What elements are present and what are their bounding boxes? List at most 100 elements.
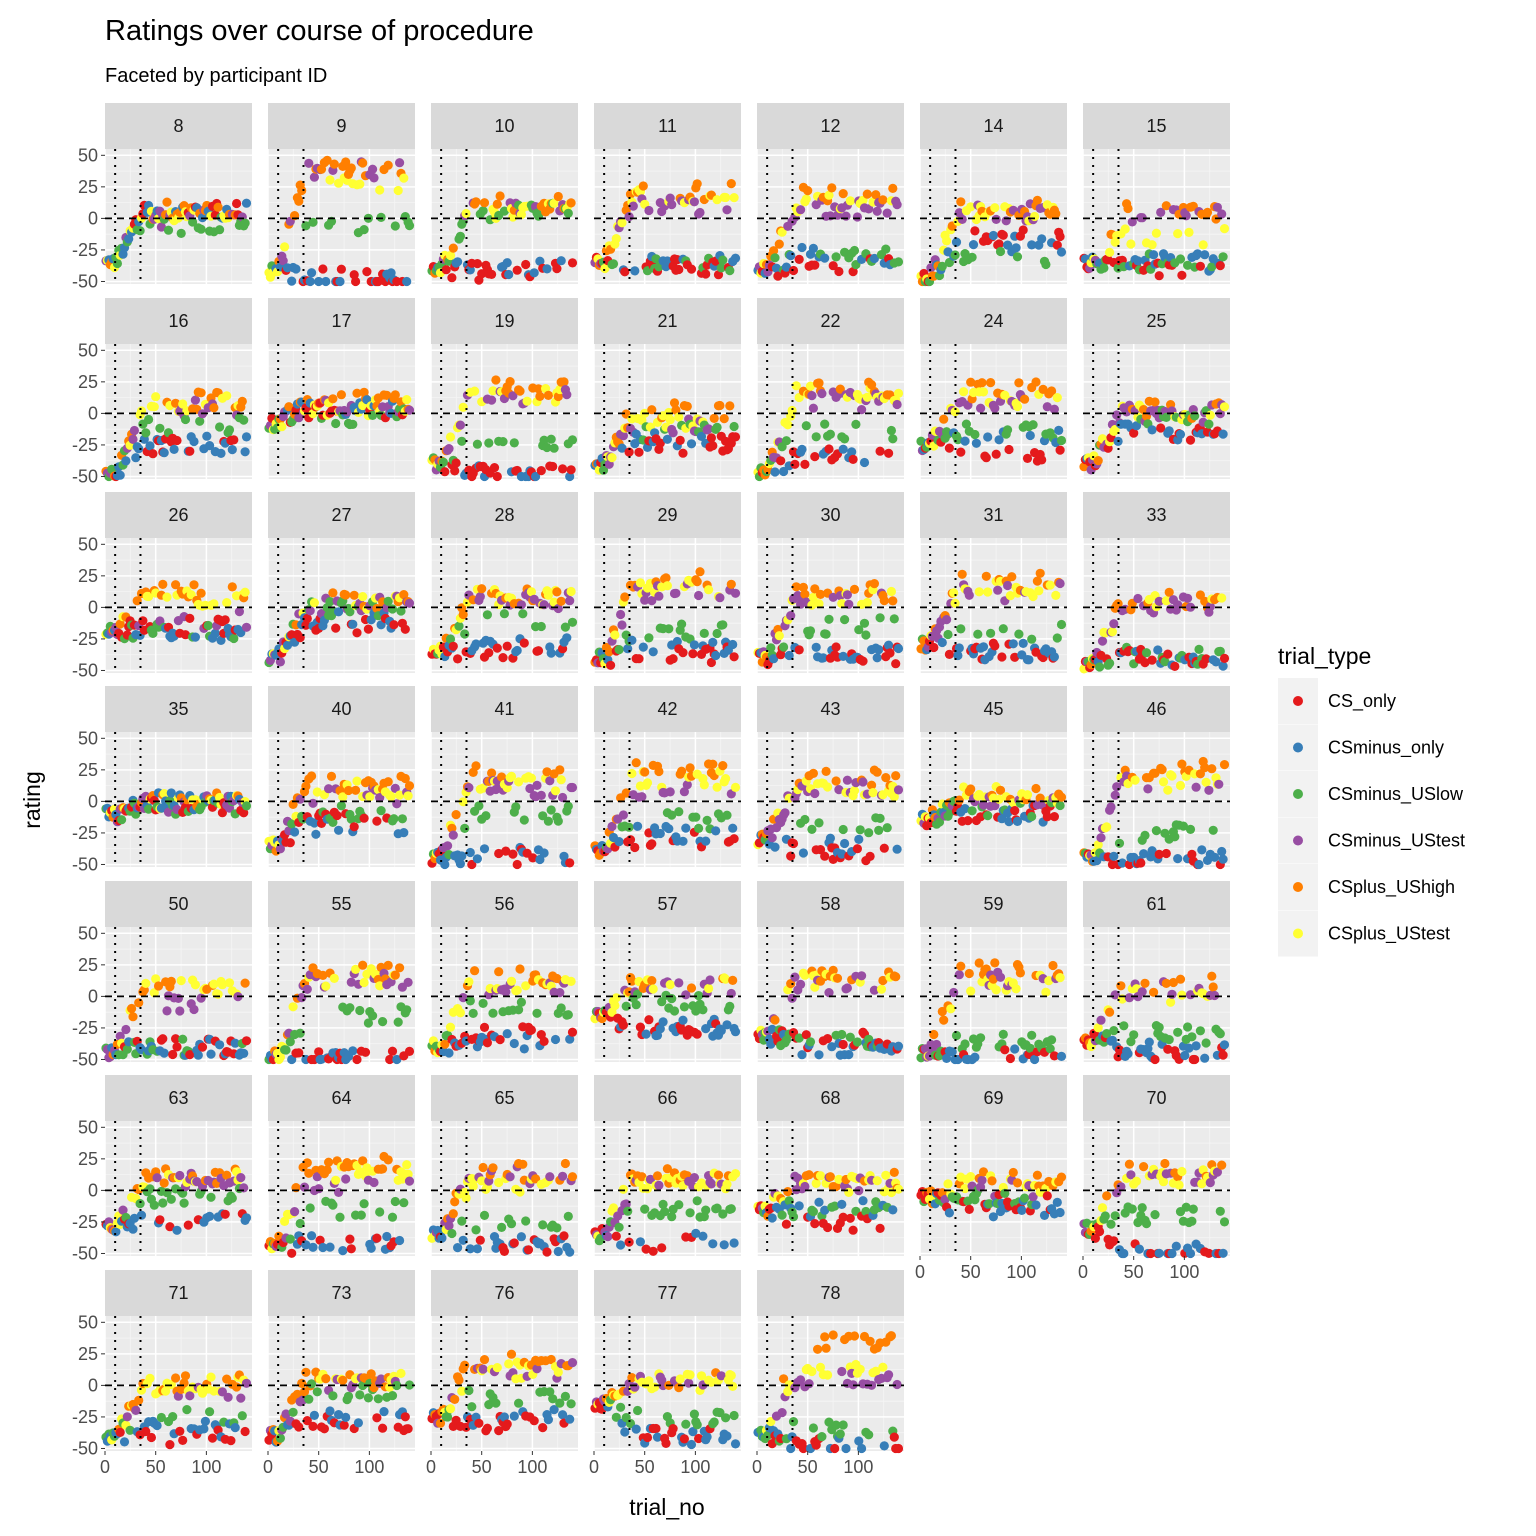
data-point — [533, 384, 544, 394]
data-point — [135, 1199, 145, 1209]
data-point — [553, 191, 563, 202]
data-point — [978, 642, 989, 652]
facet-label: 15 — [1146, 116, 1166, 136]
data-point — [112, 258, 122, 269]
y-tick-label: 50 — [78, 1117, 98, 1137]
data-point — [811, 1178, 821, 1188]
data-point — [807, 824, 817, 835]
data-point — [1011, 984, 1021, 994]
data-point — [828, 261, 838, 271]
data-point — [1107, 627, 1117, 637]
data-point — [378, 1017, 388, 1027]
data-point — [875, 813, 885, 824]
data-point — [957, 214, 967, 224]
data-point — [307, 268, 317, 278]
data-point — [708, 441, 718, 451]
data-point — [1116, 981, 1126, 991]
data-point — [610, 1000, 620, 1011]
data-point — [488, 1163, 498, 1173]
data-point — [349, 822, 359, 832]
data-point — [808, 1207, 819, 1217]
data-point — [630, 842, 640, 853]
data-point — [1157, 765, 1167, 775]
data-point — [290, 827, 300, 837]
data-point — [686, 983, 697, 993]
data-point — [215, 422, 225, 432]
data-point — [359, 977, 369, 988]
data-point — [117, 815, 127, 825]
data-point — [859, 457, 870, 468]
data-point — [356, 1210, 366, 1220]
data-point — [814, 1197, 824, 1207]
data-point — [1175, 780, 1186, 791]
data-point — [285, 838, 295, 848]
data-point — [543, 590, 554, 600]
data-point — [1210, 852, 1220, 862]
data-point — [618, 1184, 629, 1194]
data-point — [648, 984, 658, 994]
data-point — [162, 592, 172, 602]
data-point — [519, 1044, 529, 1054]
data-point — [844, 1050, 854, 1060]
data-point — [519, 638, 529, 648]
data-point — [1151, 228, 1161, 238]
data-point — [623, 1206, 633, 1216]
data-point — [205, 1211, 215, 1221]
data-point — [1028, 591, 1038, 602]
data-point — [173, 993, 183, 1004]
data-point — [831, 252, 841, 262]
facet-label: 41 — [494, 699, 514, 719]
data-point — [725, 266, 735, 276]
data-point — [869, 579, 880, 589]
data-point — [567, 617, 578, 627]
data-point — [854, 625, 864, 635]
data-point — [882, 208, 892, 218]
data-point — [638, 642, 648, 652]
data-point — [124, 234, 134, 244]
data-point — [402, 1160, 412, 1170]
facet-panel-57: 57 — [590, 881, 741, 1062]
data-point — [325, 597, 335, 607]
facet-strip — [268, 492, 415, 538]
data-point — [1020, 394, 1030, 404]
data-point — [647, 405, 657, 415]
data-point — [400, 773, 410, 784]
data-point — [468, 1008, 478, 1019]
data-point — [678, 648, 688, 658]
data-point — [526, 587, 537, 597]
data-point — [536, 790, 546, 801]
data-point — [1161, 848, 1171, 859]
data-point — [1170, 832, 1180, 842]
data-point — [440, 467, 450, 477]
data-point — [893, 1184, 904, 1194]
data-point — [522, 396, 532, 406]
data-point — [694, 823, 704, 834]
data-point — [455, 859, 465, 869]
data-point — [399, 1198, 409, 1208]
data-point — [325, 1242, 335, 1252]
data-point — [773, 271, 783, 281]
data-point — [546, 648, 556, 658]
data-point — [794, 254, 804, 264]
data-point — [331, 418, 341, 429]
data-point — [539, 848, 549, 858]
data-point — [730, 1027, 741, 1037]
data-point — [815, 589, 826, 600]
data-point — [237, 396, 247, 406]
data-point — [677, 766, 687, 776]
facet-panel-27: 27 — [264, 492, 415, 673]
data-point — [686, 264, 697, 274]
data-point — [536, 621, 546, 632]
data-point — [831, 642, 841, 652]
data-point — [891, 771, 901, 781]
facet-label: 30 — [820, 505, 840, 525]
data-point — [823, 782, 833, 792]
data-point — [195, 416, 205, 426]
data-point — [499, 1246, 509, 1256]
data-point — [209, 403, 219, 413]
data-point — [472, 854, 482, 864]
data-point — [634, 447, 644, 457]
data-point — [1109, 1026, 1119, 1036]
data-point — [445, 432, 456, 442]
data-point — [1030, 1054, 1040, 1065]
